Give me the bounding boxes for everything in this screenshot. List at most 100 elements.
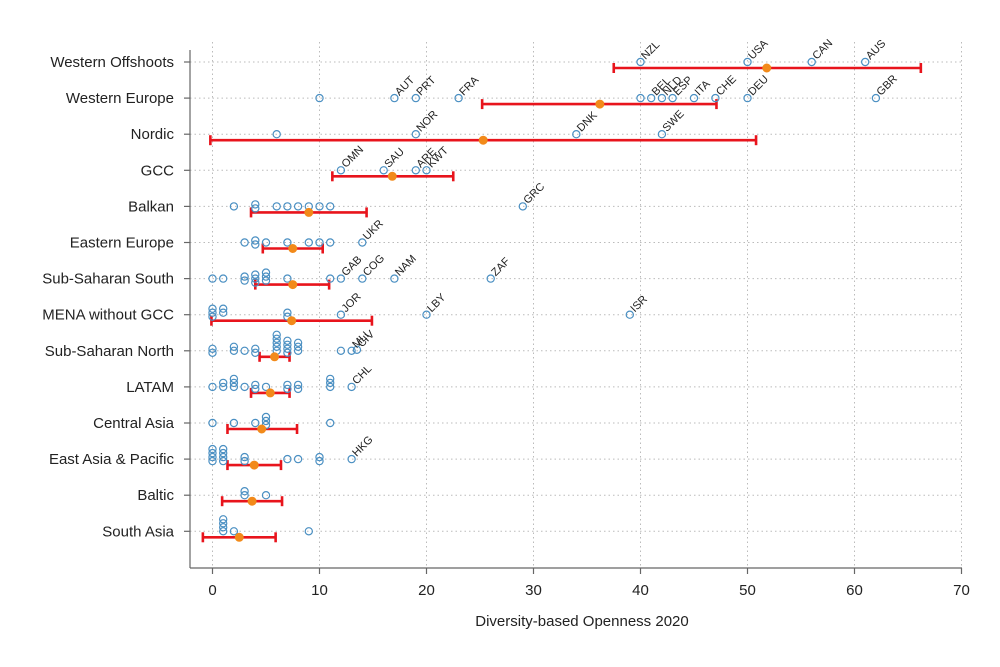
grid [190,42,962,566]
data-point [218,274,228,283]
data-point [861,57,870,67]
mean-marker [478,135,488,145]
data-point [572,129,581,139]
data-point [208,308,217,317]
data-point [304,238,313,247]
data-point [871,93,881,103]
data-point [251,274,260,283]
x-tick-label-20: 20 [418,582,435,599]
data-point [208,304,217,313]
data-point [208,274,217,283]
x-tick-label-50: 50 [739,582,756,599]
data-point [240,491,249,500]
x-tick-labels: 0 10 20 30 40 50 60 70 [208,582,970,599]
data-point [358,274,367,283]
data-point [240,238,249,247]
data-point [218,527,228,536]
data-point [251,380,260,390]
data-point [218,448,228,458]
x-tick-label-10: 10 [311,582,328,599]
data-point [240,487,249,496]
data-point [326,382,335,392]
data-point [208,348,217,357]
mean-marker [387,171,397,181]
data-point [208,456,217,466]
data-point [261,276,271,285]
data-point [251,200,260,209]
data-point [422,166,431,175]
x-tick-label-0: 0 [208,582,216,599]
data-point [315,456,324,466]
data-point [251,236,260,245]
data-point [283,336,292,345]
data-point [411,166,420,175]
data-point [261,238,271,247]
data-point [326,418,335,428]
data-point [518,202,528,211]
data-point [240,346,249,355]
data-point [240,276,249,285]
x-tick-label-30: 30 [525,582,542,599]
data-point [283,348,292,357]
mean-marker [304,207,314,217]
data-point [326,378,335,388]
group-means [234,63,772,542]
category-label: South Asia [102,523,174,540]
data-point [743,57,752,67]
data-point [347,454,356,464]
category-label: Balkan [128,198,174,215]
data-point [251,344,260,353]
category-label: Nordic [131,126,175,143]
data-point [240,382,249,392]
data-point [807,57,816,67]
data-point [711,93,720,103]
data-point [283,340,292,349]
mean-marker [265,388,275,398]
mean-marker [249,460,259,470]
data-point [315,93,324,103]
data-point [390,93,399,103]
data-point [390,274,399,283]
data-point [240,452,249,462]
data-point [229,374,239,384]
data-point [283,384,292,394]
data-point [411,129,420,139]
data-point [293,338,303,347]
data-point [208,382,217,392]
category-label: Sub-Saharan North [45,343,174,360]
data-point [379,166,388,175]
data-point [625,310,635,319]
category-label: GCC [141,162,175,179]
data-point [208,452,217,462]
data-point [251,418,260,428]
mean-marker [270,352,280,362]
data-point [251,384,260,394]
data-point [218,519,228,528]
data-point [293,454,303,464]
data-point [336,310,346,319]
data-point [272,334,281,343]
data-point [272,330,281,339]
data-point [336,274,346,283]
data-point [272,129,281,139]
data-point [261,491,271,500]
data-point [315,202,324,211]
data-point [486,274,495,283]
data-point [251,204,260,213]
data-point [293,346,303,355]
data-point [208,418,217,428]
data-point [229,418,239,428]
mean-marker [234,532,244,542]
data-point [293,384,303,394]
data-point [272,342,281,351]
data-point [743,93,752,103]
data-point [218,382,228,392]
x-tick-label-70: 70 [953,582,970,599]
data-point [336,346,346,355]
data-point [657,129,667,139]
data-point [208,444,217,454]
mean-marker [595,99,605,109]
data-point [218,444,228,454]
data-point [326,374,335,384]
